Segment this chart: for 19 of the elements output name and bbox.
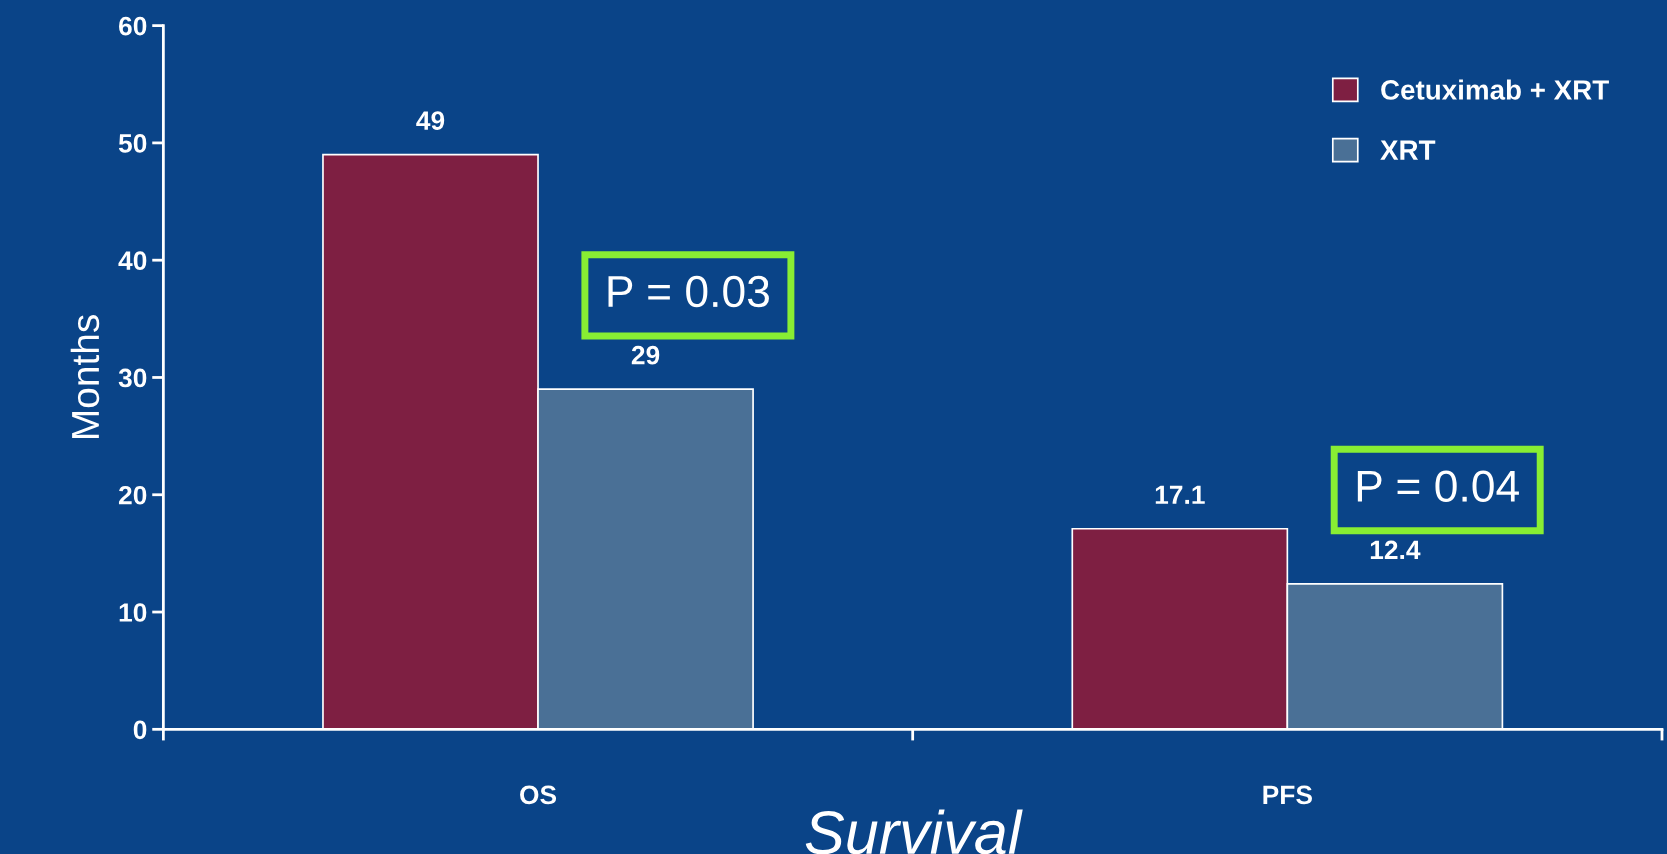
y-tick-label: 10 [119, 603, 147, 622]
y-tick-label: 60 [119, 16, 147, 36]
annotation: P = 0.04 [1357, 470, 1519, 502]
y-tick-label: 50 [118, 134, 147, 153]
y-axis-title: Months [70, 315, 100, 439]
data-label: 29 [631, 345, 660, 365]
data-label: 17.1 [1155, 485, 1205, 504]
data-label: 49 [416, 111, 445, 130]
data-label: 12.4 [1370, 540, 1421, 559]
y-tick-label: 30 [118, 368, 147, 388]
legend-label: XRT [1380, 140, 1436, 160]
y-tick-label: 40 [118, 251, 147, 271]
x-axis-title: Survival [805, 809, 1023, 854]
y-tick-label: 20 [118, 485, 147, 505]
legend-label: Cetuximab + XRT [1381, 79, 1609, 100]
annotation: P = 0.03 [608, 275, 769, 308]
x-tick-label: OS [520, 785, 557, 805]
x-tick-label: PFS [1263, 785, 1312, 805]
y-tick-label: 0 [133, 720, 147, 740]
